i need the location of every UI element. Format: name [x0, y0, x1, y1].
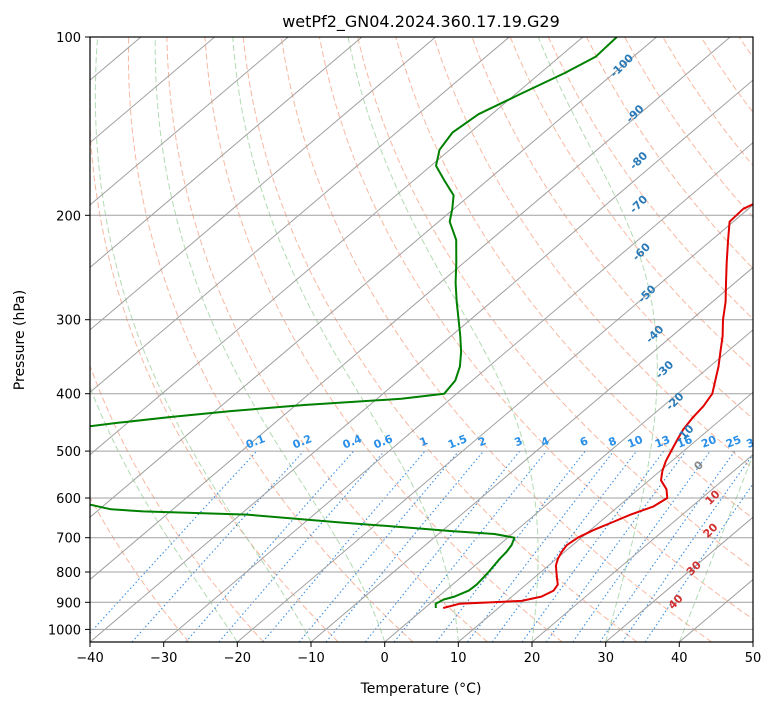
- mixing-ratio-line: [364, 450, 521, 642]
- isotherm-line: [90, 37, 289, 206]
- plot-area: 0.10.20.40.611.52346810131620253036-100-…: [90, 37, 764, 642]
- mixing-ratio-line: [545, 450, 687, 642]
- x-tick-label: 30: [597, 651, 614, 666]
- plot-frame: [89, 36, 754, 643]
- mixing-ratio-line: [644, 483, 753, 642]
- mixing-ratio-label: 30: [745, 433, 764, 451]
- mixing-ratio-line: [325, 450, 485, 642]
- isotherm-line: [457, 391, 753, 642]
- y-tick-label: 100: [56, 31, 81, 46]
- x-tick-label: 50: [745, 651, 762, 666]
- isotherm-line: [90, 37, 657, 518]
- isotherm-line: [605, 516, 753, 642]
- moist-adiabat-line: [678, 453, 753, 642]
- x-axis-label: Temperature (°C): [360, 681, 482, 697]
- isotherm-line: [531, 454, 753, 642]
- dry-adiabat-line: [90, 364, 264, 642]
- dry-adiabat-line: [204, 37, 563, 642]
- mixing-ratio-label: 3: [513, 434, 525, 449]
- isotherm-line: [384, 329, 753, 642]
- dry-adiabat-line: [471, 37, 753, 420]
- y-tick-label: 500: [56, 445, 81, 460]
- temperature-profile-line: [442, 203, 753, 609]
- dry-adiabat-line: [127, 37, 414, 642]
- isotherm-line: [90, 37, 731, 581]
- x-tick-label: 10: [450, 651, 467, 666]
- mixing-ratio-lines: [90, 450, 753, 642]
- mixing-ratio-line: [185, 450, 355, 642]
- y-tick-label: 1000: [48, 623, 81, 638]
- isotherm-line: [163, 141, 753, 642]
- y-tick-label: 700: [56, 532, 81, 547]
- dry-adiabat-line: [357, 37, 753, 570]
- isotherm-line: [310, 266, 753, 642]
- dry-adiabat-line: [318, 37, 753, 620]
- dry-adiabat-line: [509, 37, 753, 370]
- dry-adiabats: [90, 37, 753, 642]
- mixing-ratio-line: [393, 450, 547, 642]
- isotherm-line: [90, 37, 584, 456]
- dry-adiabat-line: [166, 37, 488, 642]
- mixing-ratio-line: [521, 450, 665, 642]
- x-tick-label: 0: [381, 651, 389, 666]
- y-tick-label: 300: [56, 314, 81, 329]
- moist-adiabat-line: [347, 37, 539, 642]
- y-tick-label: 400: [56, 388, 81, 403]
- isobars: [90, 37, 753, 630]
- isotherm-line: [90, 37, 215, 144]
- dry-adiabat-line: [90, 37, 339, 642]
- y-axis-label: Pressure (hPa): [12, 290, 28, 390]
- moist-adiabat-line: [154, 37, 386, 642]
- y-tick-label: 600: [56, 492, 81, 507]
- mixing-ratio-label: 20: [699, 433, 718, 451]
- mixing-ratio-label: 1: [418, 434, 430, 449]
- moist-adiabat-line: [232, 37, 459, 642]
- mixing-ratio-label: 2: [476, 434, 488, 449]
- mixing-ratio-line: [599, 450, 736, 642]
- dewpoint-profile-line: [90, 37, 618, 609]
- x-tick-label: 40: [671, 651, 688, 666]
- mixing-ratio-label: 25: [724, 433, 743, 451]
- isotherm-line: [90, 37, 363, 269]
- mixing-ratio-label: 13: [653, 433, 672, 451]
- mixing-ratio-line: [298, 450, 460, 642]
- mixing-ratio-line: [467, 450, 615, 642]
- y-tick-label: 800: [56, 566, 81, 581]
- isotherm-line: [90, 79, 753, 642]
- mixing-ratio-line: [90, 450, 258, 634]
- mixing-ratio-line: [572, 450, 711, 642]
- x-tick-label: −30: [150, 651, 177, 666]
- x-tick-label: −40: [76, 651, 103, 666]
- dry-adiabat-line: [433, 37, 753, 470]
- sounding-profiles: [90, 37, 753, 609]
- y-tick-label: 900: [56, 596, 81, 611]
- chart-title: wetPf2_GN04.2024.360.17.19.G29: [282, 12, 560, 32]
- mixing-ratio-label: 8: [607, 434, 619, 449]
- x-tick-label: −20: [224, 651, 251, 666]
- isotherm-line: [90, 37, 510, 393]
- isotherm-line: [90, 37, 436, 331]
- dry-adiabat-line: [280, 37, 712, 642]
- axis-ticks: −40 −30 −20 −10 0 10 20 30 40 50 100 200 300 400 500 60…: [48, 31, 761, 666]
- mixing-ratio-line: [621, 453, 753, 642]
- mixing-ratio-line: [262, 450, 426, 642]
- mixing-ratio-line: [131, 450, 305, 642]
- mixing-ratio-label: 16: [675, 433, 694, 451]
- isotherm-line: [236, 204, 753, 642]
- x-tick-label: −10: [297, 651, 324, 666]
- moist-adiabat-line: [90, 385, 238, 642]
- mixing-ratio-label: 10: [626, 433, 645, 451]
- x-tick-label: 20: [524, 651, 541, 666]
- isotherms: [90, 37, 753, 642]
- dry-adiabat-line: [90, 496, 190, 642]
- y-tick-label: 200: [56, 209, 81, 224]
